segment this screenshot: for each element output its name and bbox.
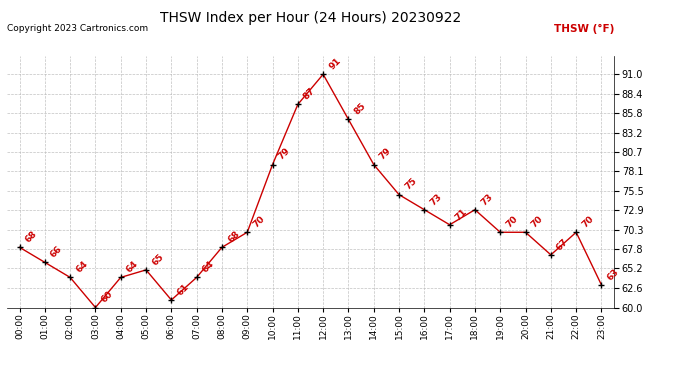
Text: 79: 79 [378, 146, 393, 162]
Text: 87: 87 [302, 86, 317, 102]
Text: 67: 67 [555, 237, 571, 252]
Text: 64: 64 [125, 260, 140, 274]
Text: Copyright 2023 Cartronics.com: Copyright 2023 Cartronics.com [7, 24, 148, 33]
Text: 70: 70 [504, 214, 520, 230]
Text: 66: 66 [49, 244, 64, 260]
Text: 73: 73 [479, 192, 495, 207]
Text: 79: 79 [277, 146, 292, 162]
Text: 73: 73 [428, 192, 444, 207]
Text: 91: 91 [327, 56, 343, 72]
Text: 70: 70 [530, 214, 545, 230]
Text: 70: 70 [580, 214, 595, 230]
Text: THSW (°F): THSW (°F) [553, 24, 614, 34]
Text: 70: 70 [251, 214, 266, 230]
Text: 61: 61 [175, 282, 190, 297]
Text: 68: 68 [226, 230, 242, 244]
Text: THSW Index per Hour (24 Hours) 20230922: THSW Index per Hour (24 Hours) 20230922 [160, 11, 461, 25]
Text: 63: 63 [606, 267, 621, 282]
Text: 64: 64 [201, 260, 216, 274]
Text: 64: 64 [75, 260, 90, 274]
Text: 85: 85 [353, 102, 368, 117]
Text: 65: 65 [150, 252, 166, 267]
Text: 75: 75 [403, 177, 419, 192]
Text: 68: 68 [23, 230, 39, 244]
Text: 71: 71 [454, 207, 469, 222]
Text: 60: 60 [99, 290, 115, 305]
